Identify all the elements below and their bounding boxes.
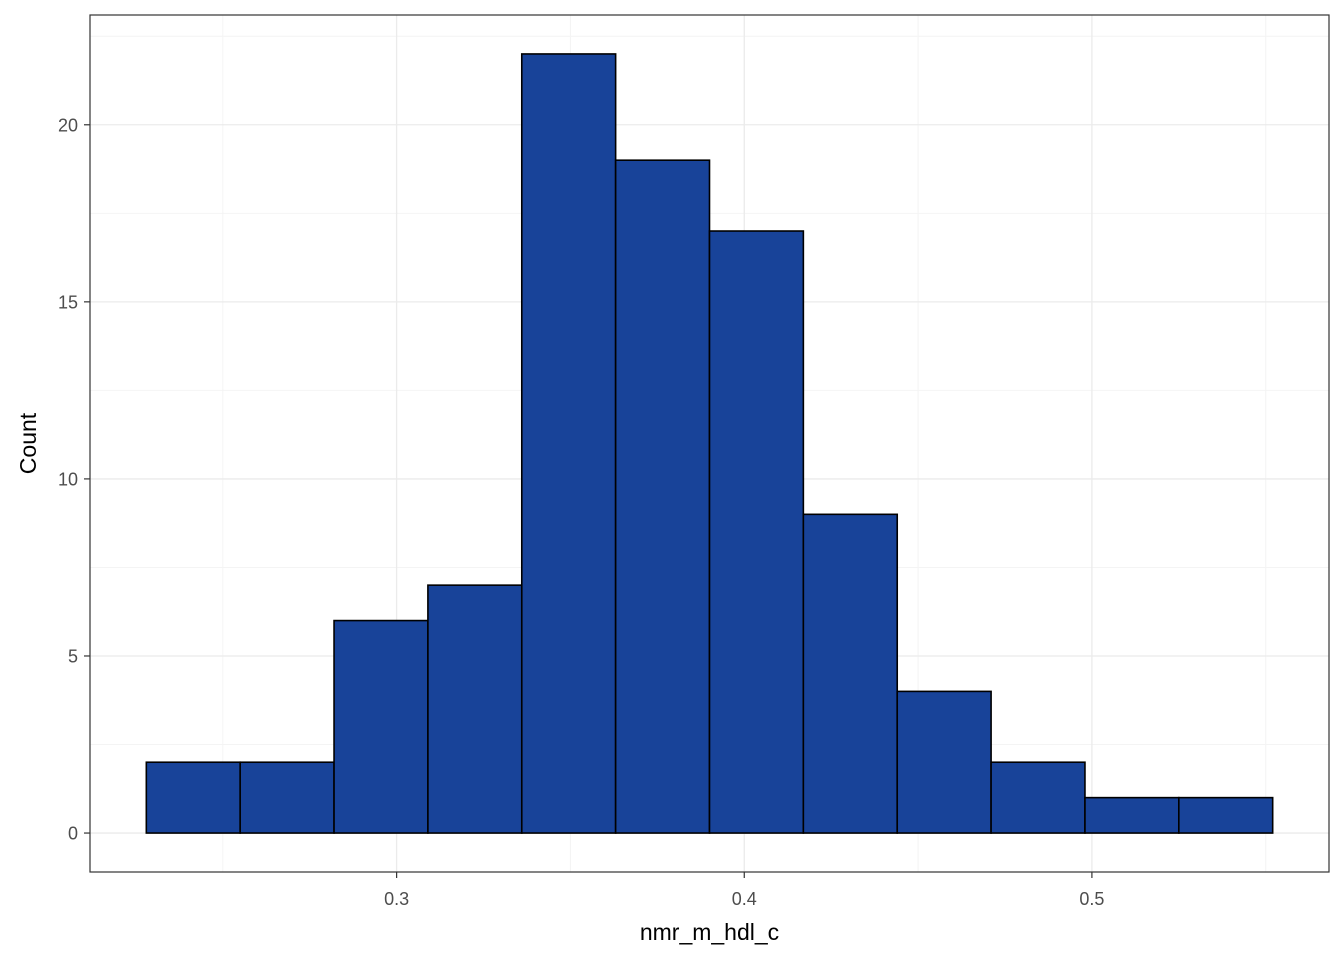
x-axis-title: nmr_m_hdl_c — [640, 919, 779, 945]
y-axis: 0 5 10 15 20 — [58, 115, 90, 844]
histogram-bar — [614, 159, 711, 834]
histogram-bar — [1178, 796, 1274, 834]
y-tick-label: 5 — [68, 646, 78, 666]
x-tick-label: 0.5 — [1079, 889, 1104, 909]
histogram-bar — [802, 513, 899, 834]
histogram-bar — [990, 761, 1086, 834]
y-axis-title: Count — [15, 412, 41, 474]
x-tick-label: 0.4 — [732, 889, 757, 909]
y-tick-label: 15 — [58, 292, 78, 312]
x-tick-label: 0.3 — [384, 889, 409, 909]
y-tick-label: 20 — [58, 115, 78, 135]
histogram-bar — [520, 53, 617, 834]
x-axis: 0.3 0.4 0.5 — [384, 872, 1104, 909]
histogram-bar — [145, 761, 241, 834]
y-tick-label: 10 — [58, 469, 78, 489]
panel-border — [89, 14, 1330, 873]
histogram-bar — [1084, 796, 1180, 834]
histogram-bar — [239, 761, 335, 834]
histogram-bar — [427, 584, 523, 834]
histogram-bar — [708, 230, 805, 834]
histogram-bar — [333, 619, 429, 834]
y-tick-label: 0 — [68, 824, 78, 844]
histogram-bar — [896, 690, 992, 834]
histogram-bars — [145, 53, 1274, 834]
